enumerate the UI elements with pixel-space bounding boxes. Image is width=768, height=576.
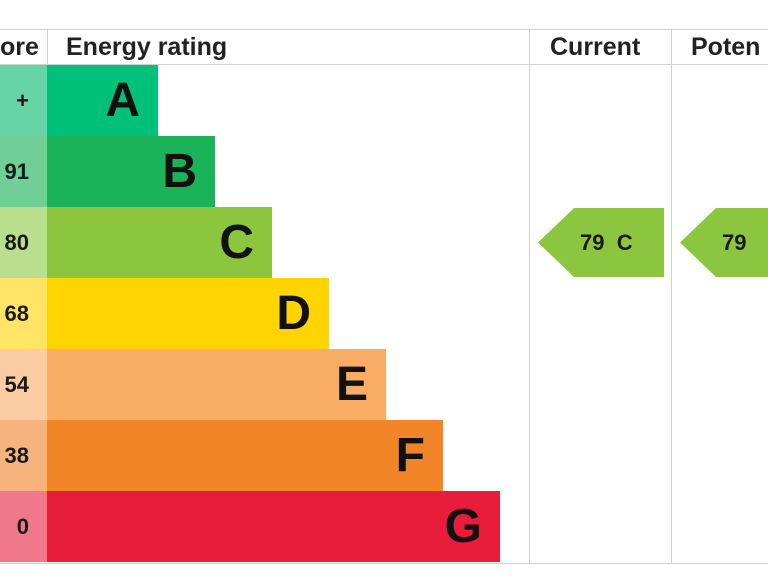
score-label-d: 68 (4, 301, 29, 326)
potential-rating-arrow (680, 208, 768, 277)
band-letter-c: C (219, 216, 254, 269)
potential-column-divider (671, 29, 672, 564)
score-cell-c: 80 (0, 207, 47, 278)
score-cell-g: 0 (0, 491, 47, 562)
score-label-e: 54 (4, 372, 29, 397)
potential-rating-label: 79 (722, 230, 747, 255)
score-column-divider (47, 29, 48, 65)
current-rating-arrow-shape (538, 208, 664, 277)
current-rating-arrow (538, 208, 664, 277)
band-a: A (47, 65, 158, 136)
score-label-g: 0 (16, 514, 29, 539)
band-f: F (47, 420, 443, 491)
band-g: G (47, 491, 500, 562)
score-label-c: 80 (4, 230, 29, 255)
score-label-f: 38 (4, 443, 29, 468)
band-letter-g: G (444, 500, 482, 553)
score-cell-a: + (0, 65, 47, 136)
header-divider (0, 64, 768, 65)
current-rating-label: 79 C (580, 230, 633, 255)
score-cell-f: 38 (0, 420, 47, 491)
band-b: B (47, 136, 215, 207)
score-label-a: + (16, 88, 29, 113)
score-header: ore (0, 33, 39, 61)
band-letter-b: B (162, 145, 197, 198)
score-cell-d: 68 (0, 278, 47, 349)
band-letter-d: D (276, 287, 311, 340)
bottom-border (0, 563, 768, 564)
band-letter-e: E (335, 358, 368, 411)
band-letter-f: F (395, 429, 425, 482)
top-border (0, 29, 768, 30)
band-c: C (47, 207, 272, 278)
band-e: E (47, 349, 386, 420)
score-cell-b: 91 (0, 136, 47, 207)
current-column-divider (529, 29, 530, 564)
potential-rating-arrow-shape (680, 208, 768, 277)
score-cell-e: 54 (0, 349, 47, 420)
band-d: D (47, 278, 329, 349)
potential-header: Poten (691, 33, 761, 61)
band-letter-a: A (105, 74, 140, 127)
score-label-b: 91 (4, 159, 29, 184)
energy-rating-header: Energy rating (66, 33, 228, 61)
current-header: Current (550, 33, 641, 61)
